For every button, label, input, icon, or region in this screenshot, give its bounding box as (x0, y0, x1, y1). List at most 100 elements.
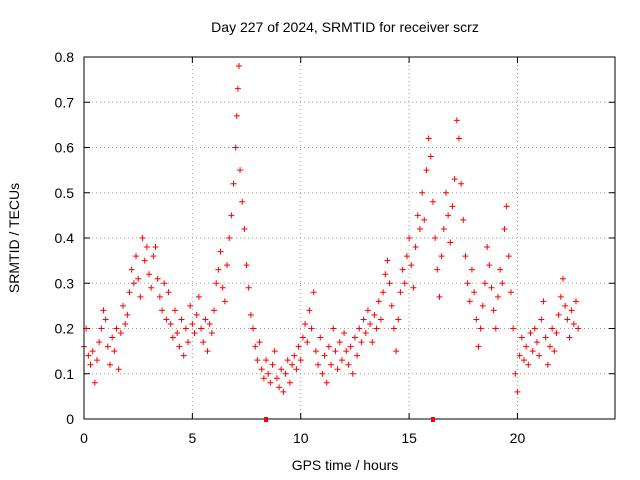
data-point (243, 262, 250, 269)
data-point (527, 330, 534, 337)
data-point (117, 330, 124, 337)
data-point (334, 366, 341, 373)
data-point (432, 235, 439, 241)
data-point (111, 348, 118, 355)
data-point (234, 85, 241, 92)
data-point (343, 348, 350, 355)
data-point (458, 180, 465, 187)
data-point (156, 293, 163, 300)
data-point (115, 366, 122, 373)
data-point (360, 316, 367, 323)
x-tick-label: 10 (293, 430, 309, 446)
data-point (371, 311, 378, 318)
data-point (473, 316, 480, 323)
data-point (328, 361, 335, 368)
data-point (104, 343, 111, 350)
data-point (349, 370, 356, 377)
data-point (503, 203, 510, 210)
data-point (96, 339, 103, 346)
data-point (523, 343, 530, 350)
data-point (107, 361, 114, 368)
data-point (202, 316, 209, 323)
data-point (302, 320, 309, 327)
data-point (479, 302, 486, 309)
data-point (239, 198, 246, 205)
data-point (169, 334, 176, 341)
data-point (315, 361, 322, 368)
data-point (562, 302, 569, 309)
data-point (126, 289, 133, 296)
data-point (245, 284, 252, 291)
data-point (286, 379, 293, 386)
data-point (356, 325, 363, 332)
data-point (451, 176, 458, 183)
data-point (397, 289, 404, 296)
data-point (460, 216, 467, 223)
data-point (215, 266, 222, 273)
data-point (310, 289, 317, 296)
data-point (280, 388, 287, 395)
data-point (436, 293, 443, 300)
data-point (213, 280, 220, 287)
data-point (332, 348, 339, 355)
data-point (406, 235, 413, 241)
data-point (531, 325, 538, 332)
data-point (338, 357, 345, 364)
data-point (559, 275, 566, 282)
data-point (468, 266, 475, 273)
data-point (501, 225, 508, 232)
data-point (304, 339, 311, 346)
data-point (336, 339, 343, 346)
data-point (367, 320, 374, 327)
data-point (434, 266, 441, 273)
data-point (87, 361, 94, 368)
data-point (551, 348, 558, 355)
data-point (89, 348, 96, 355)
data-point (555, 311, 562, 318)
data-point (449, 203, 456, 210)
data-point (295, 343, 302, 350)
data-point (163, 316, 170, 323)
data-point (230, 180, 237, 187)
data-point (477, 325, 484, 332)
data-point (282, 370, 289, 377)
data-point (109, 334, 116, 341)
data-point (182, 325, 189, 332)
data-point (263, 357, 270, 364)
data-point (540, 298, 547, 305)
data-point (204, 348, 211, 355)
data-point (393, 348, 400, 355)
data-point (130, 280, 137, 287)
data-point (377, 316, 384, 323)
data-point (185, 339, 192, 346)
y-tick-label: 0.2 (55, 321, 75, 337)
data-point (165, 289, 172, 296)
data-point (100, 307, 107, 314)
data-point (505, 253, 512, 260)
data-point (425, 135, 432, 142)
data-point (538, 316, 545, 323)
data-point (419, 189, 426, 196)
data-point (529, 348, 536, 355)
data-point (139, 235, 146, 241)
data-point (291, 352, 298, 359)
axis-event-marker (430, 417, 435, 422)
data-point (553, 330, 560, 337)
data-point (122, 320, 129, 327)
chart-title: Day 227 of 2024, SRMTID for receiver scr… (211, 19, 479, 35)
data-point (146, 271, 153, 278)
data-point (490, 307, 497, 314)
data-point (518, 334, 525, 341)
data-point (395, 316, 402, 323)
data-point (271, 348, 278, 355)
data-point (354, 352, 361, 359)
x-tick-label: 0 (80, 430, 88, 446)
data-point (380, 289, 387, 296)
data-point (297, 357, 304, 364)
data-point (113, 325, 120, 332)
data-point (211, 307, 218, 314)
data-point (423, 167, 430, 174)
data-point (364, 307, 371, 314)
data-point (514, 388, 521, 395)
